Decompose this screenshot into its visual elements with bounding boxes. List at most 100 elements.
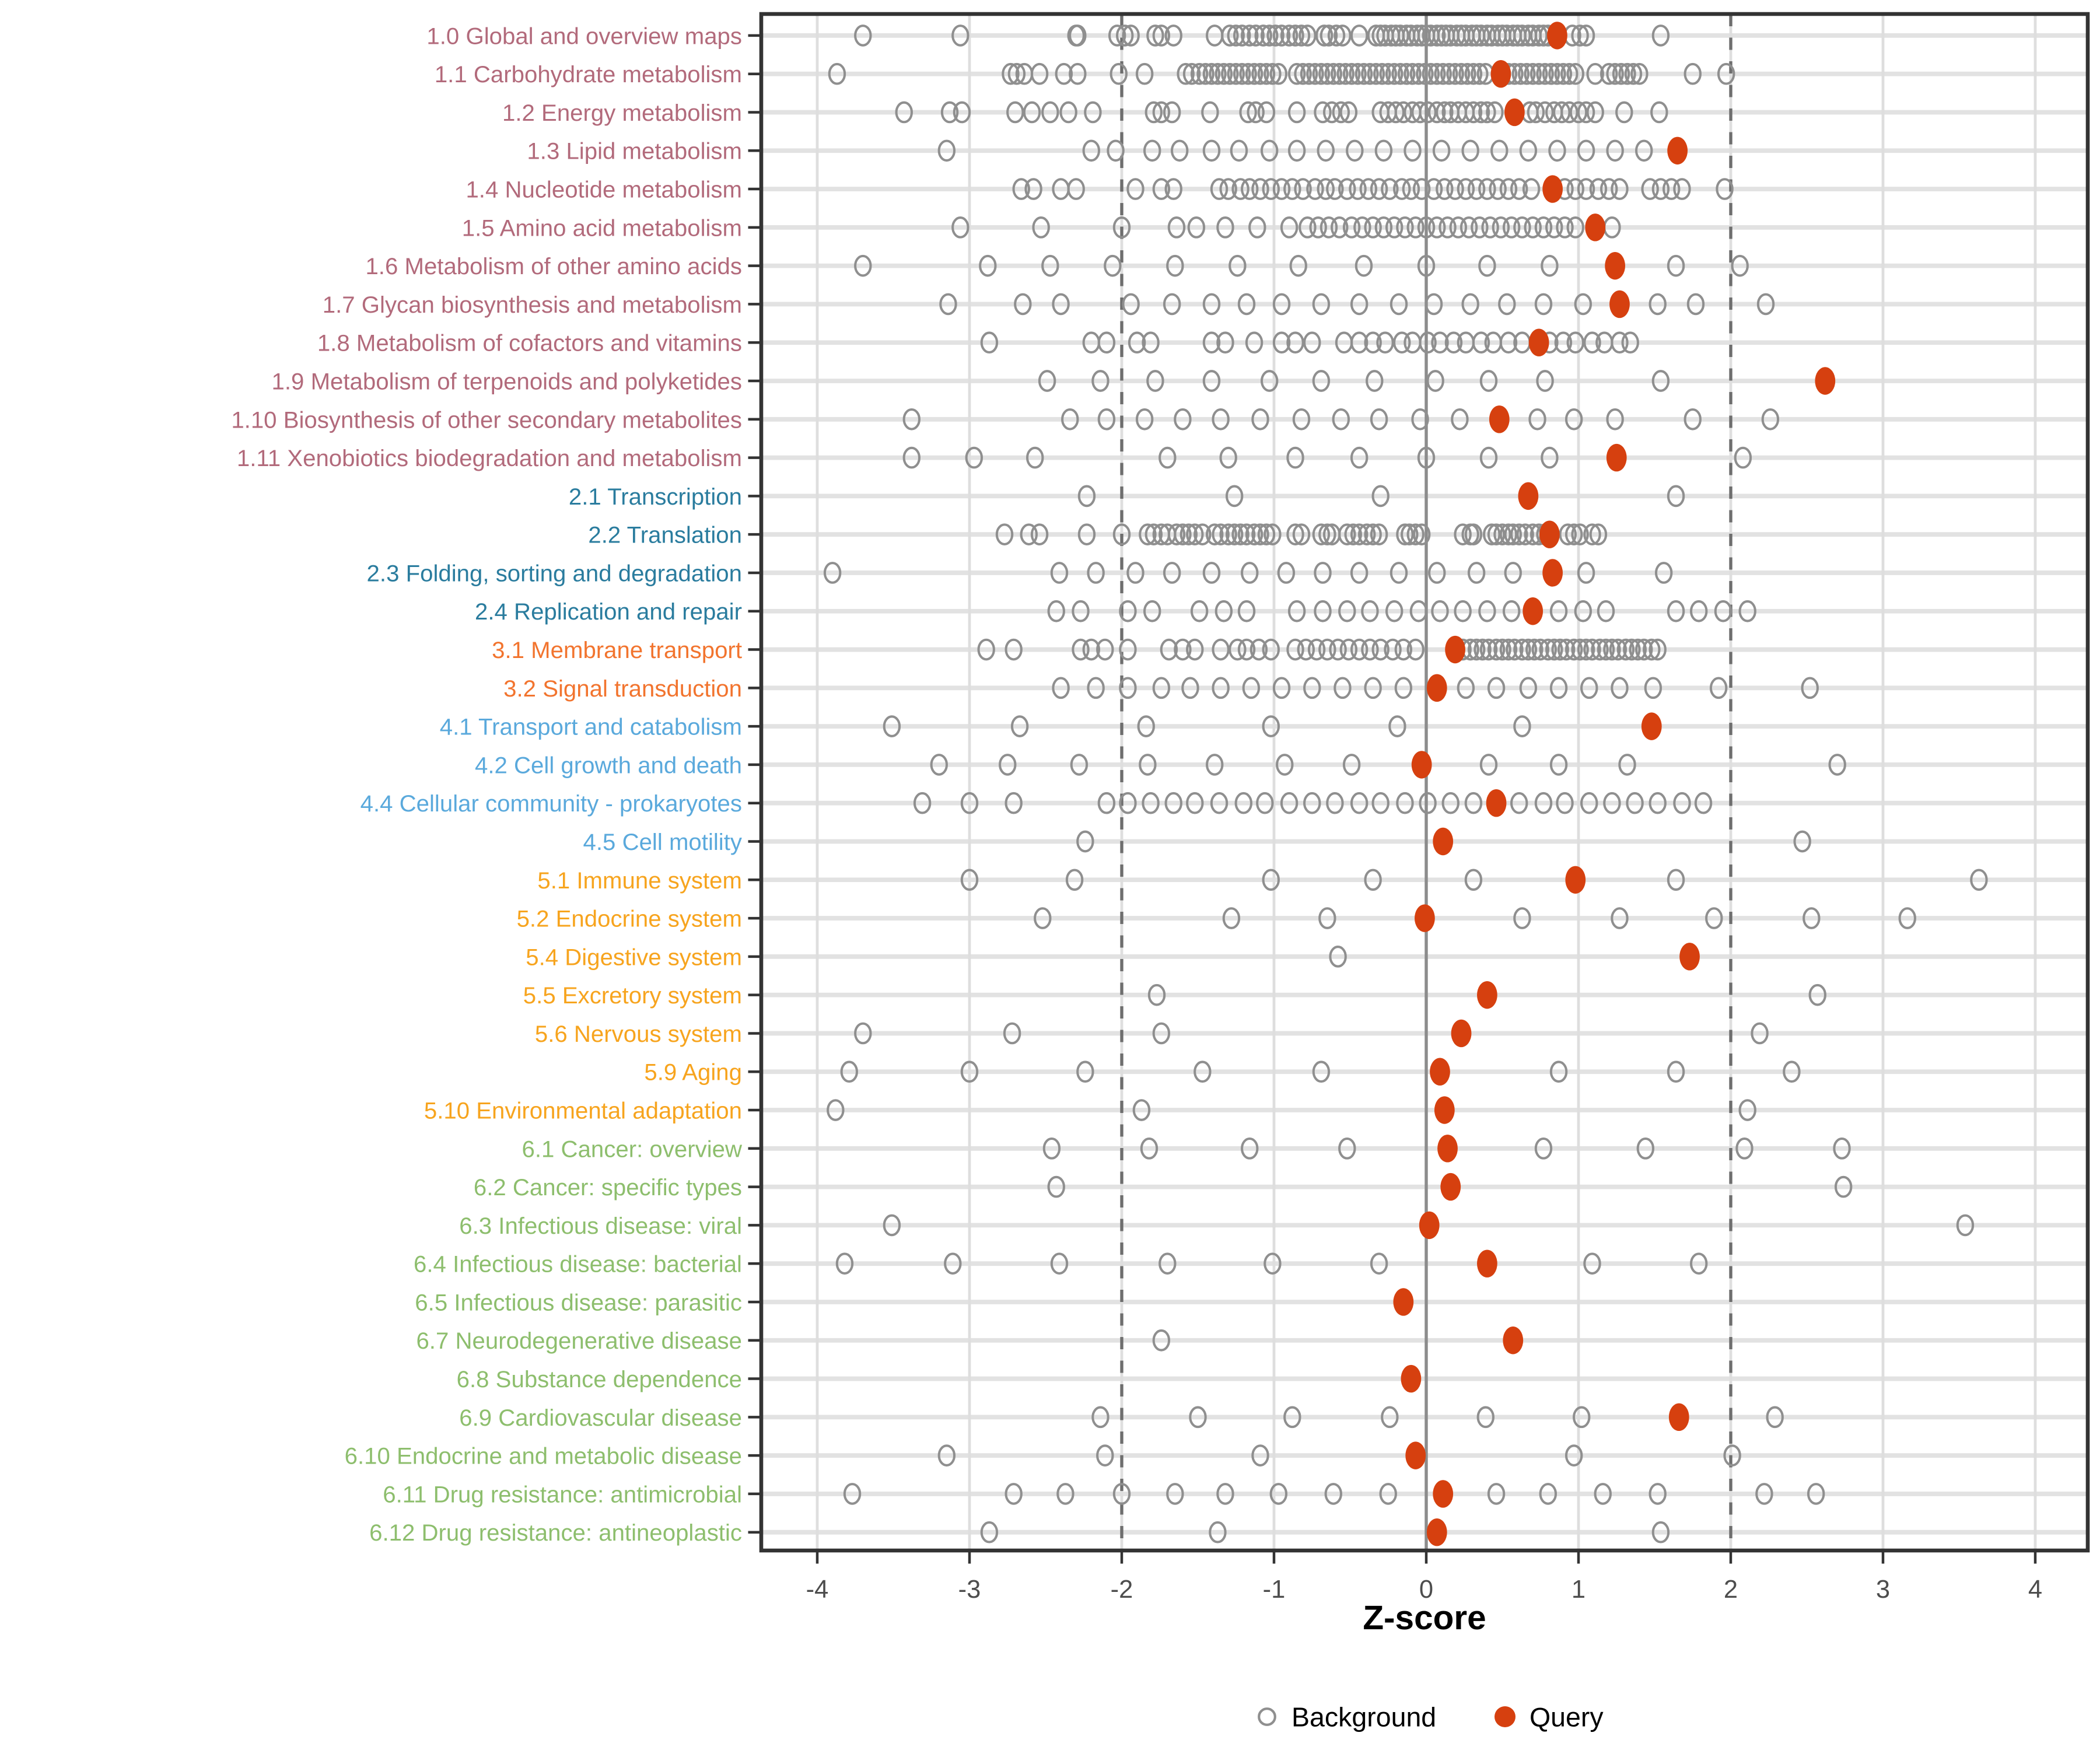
background-point bbox=[1381, 178, 1399, 200]
background-point bbox=[1237, 600, 1256, 622]
background-point bbox=[1394, 638, 1413, 661]
query-point bbox=[1503, 1326, 1524, 1354]
background-point bbox=[1644, 677, 1662, 699]
background-point bbox=[1611, 178, 1629, 200]
background-point bbox=[1557, 638, 1576, 661]
background-point bbox=[1257, 101, 1276, 124]
background-point bbox=[1147, 984, 1166, 1006]
background-point bbox=[1020, 523, 1038, 545]
background-point bbox=[1734, 446, 1752, 469]
background-point bbox=[1353, 216, 1371, 239]
background-point bbox=[1152, 1022, 1171, 1045]
background-point bbox=[1364, 331, 1382, 354]
query-point bbox=[1565, 866, 1586, 894]
background-point bbox=[1239, 62, 1257, 85]
background-point bbox=[1611, 677, 1629, 699]
row-label: 1.4 Nucleotide metabolism bbox=[466, 177, 742, 203]
background-point bbox=[1245, 62, 1264, 85]
background-point bbox=[1583, 523, 1601, 545]
background-point bbox=[1385, 216, 1404, 239]
background-point bbox=[1251, 62, 1269, 85]
background-point bbox=[1324, 1483, 1343, 1505]
background-point bbox=[1052, 677, 1070, 699]
background-point bbox=[1038, 370, 1056, 392]
background-point bbox=[1012, 178, 1030, 200]
background-point bbox=[1119, 792, 1137, 814]
background-point bbox=[1489, 178, 1507, 200]
background-point bbox=[1280, 216, 1298, 239]
background-point bbox=[1511, 62, 1530, 85]
background-point bbox=[1651, 24, 1670, 47]
query-point bbox=[1547, 22, 1567, 50]
background-point bbox=[1030, 62, 1049, 85]
background-point bbox=[1376, 331, 1394, 354]
background-point bbox=[1342, 62, 1361, 85]
background-point bbox=[1807, 1483, 1825, 1505]
background-point bbox=[937, 1444, 956, 1466]
background-point bbox=[1262, 178, 1280, 200]
background-point bbox=[1577, 638, 1595, 661]
background-point bbox=[995, 523, 1014, 545]
query-point bbox=[1522, 597, 1544, 625]
background-point bbox=[1513, 907, 1531, 929]
background-point bbox=[1635, 638, 1653, 661]
background-point bbox=[1366, 370, 1384, 392]
background-point bbox=[1401, 523, 1419, 545]
background-point bbox=[1096, 1444, 1114, 1466]
background-point bbox=[1411, 101, 1429, 124]
legend: Background Query bbox=[1258, 1702, 1604, 1732]
background-point bbox=[1324, 62, 1343, 85]
background-point bbox=[1486, 101, 1504, 124]
background-point bbox=[1361, 638, 1379, 661]
background-point bbox=[1416, 62, 1434, 85]
background-point bbox=[1152, 24, 1171, 47]
background-point bbox=[1390, 293, 1408, 316]
background-point bbox=[1428, 101, 1446, 124]
background-point bbox=[1370, 408, 1388, 430]
background-point bbox=[1245, 523, 1264, 545]
point-layer bbox=[823, 22, 1988, 1546]
background-point bbox=[1577, 24, 1595, 47]
background-point bbox=[1487, 1483, 1506, 1505]
row-label: 1.7 Glycan biosynthesis and metabolism bbox=[323, 292, 742, 318]
row-label: 2.3 Folding, sorting and degradation bbox=[367, 560, 742, 586]
row-label: 1.5 Amino acid metabolism bbox=[462, 215, 742, 241]
background-point bbox=[1166, 1483, 1184, 1505]
background-point bbox=[1143, 139, 1161, 162]
query-point bbox=[1539, 520, 1560, 548]
background-point bbox=[1370, 178, 1388, 200]
background-point bbox=[1956, 1214, 1975, 1237]
row-label: 4.4 Cellular community - prokaryotes bbox=[360, 790, 742, 817]
background-point bbox=[1107, 139, 1125, 162]
background-point bbox=[1970, 869, 1988, 891]
background-point bbox=[1119, 638, 1137, 661]
background-point bbox=[1262, 869, 1280, 891]
background-point bbox=[1492, 216, 1510, 239]
background-point bbox=[937, 139, 956, 162]
background-point bbox=[1257, 62, 1276, 85]
background-point bbox=[1549, 754, 1568, 776]
background-point bbox=[1424, 178, 1443, 200]
background-point bbox=[1513, 24, 1531, 47]
background-point bbox=[1163, 562, 1181, 584]
background-point bbox=[1082, 139, 1101, 162]
background-point bbox=[1272, 677, 1291, 699]
grid-layer bbox=[761, 14, 2088, 1550]
background-point bbox=[1222, 907, 1241, 929]
background-point bbox=[1556, 792, 1574, 814]
background-point bbox=[1379, 1483, 1397, 1505]
background-point bbox=[1396, 792, 1414, 814]
background-point bbox=[1406, 523, 1424, 545]
background-point bbox=[1834, 1175, 1853, 1198]
background-point bbox=[1612, 62, 1630, 85]
background-point bbox=[1419, 331, 1437, 354]
background-point bbox=[1146, 370, 1164, 392]
panel-border bbox=[759, 12, 2090, 1553]
legend-query-label: Query bbox=[1530, 1702, 1604, 1732]
background-point bbox=[1510, 178, 1528, 200]
background-point bbox=[1635, 139, 1653, 162]
background-point bbox=[1303, 331, 1321, 354]
background-point bbox=[1504, 523, 1522, 545]
background-point bbox=[1180, 523, 1198, 545]
